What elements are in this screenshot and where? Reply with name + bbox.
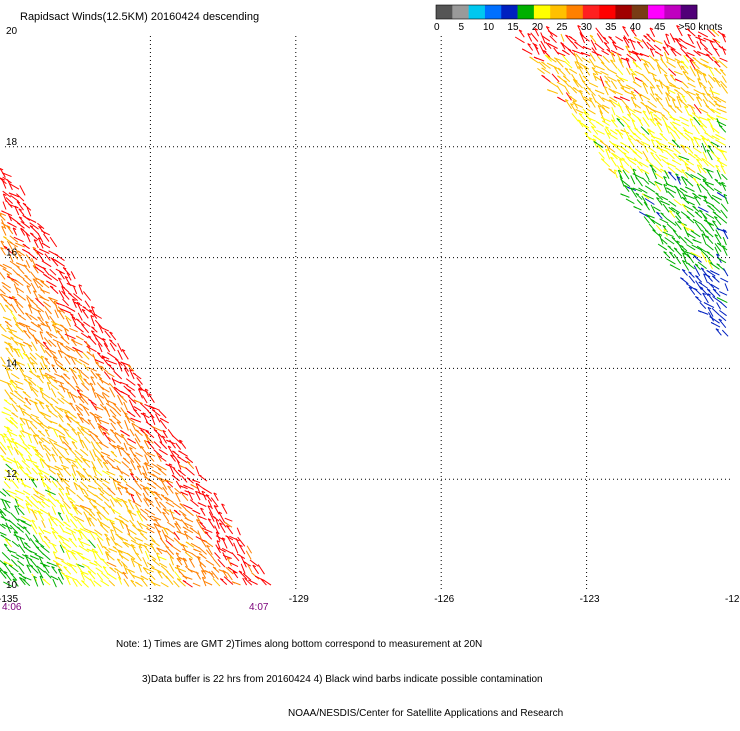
lon-label: -126 (434, 594, 454, 605)
east-swath (514, 25, 729, 337)
colorbar-swatch (550, 5, 567, 19)
lon-label: -135 (0, 594, 18, 605)
lat-label: 16 (6, 248, 18, 259)
note-line-1: Note: 1) Times are GMT 2)Times along bot… (116, 639, 483, 650)
colorbar-tick-label: 45 (654, 22, 666, 33)
time-label: 4:06 (2, 602, 22, 613)
colorbar (435, 4, 698, 20)
colorbar-tick-label: 40 (630, 22, 642, 33)
colorbar-swatch (452, 5, 469, 19)
map-title: Rapidsact Winds(12.5KM) 20160424 descend… (20, 11, 259, 23)
lat-label: 10 (6, 580, 18, 591)
lon-label: -132 (143, 594, 163, 605)
notes: Note: 1) Times are GMT 2)Times along bot… (116, 616, 676, 731)
lon-label: -123 (580, 594, 600, 605)
colorbar-tick-label: 10 (483, 22, 495, 33)
colorbar-tick-label: 20 (532, 22, 544, 33)
lon-label: -129 (289, 594, 309, 605)
time-labels: 4:06 4:07 (2, 602, 269, 613)
colorbar-tick-label: 15 (507, 22, 519, 33)
colorbar-swatch (566, 5, 584, 19)
wind-map: Rapidsact Winds(12.5KM) 20160424 descend… (0, 4, 740, 613)
note-line-3: NOAA/NESDIS/Center for Satellite Applica… (288, 708, 564, 719)
colorbar-tick-label: 25 (556, 22, 568, 33)
lon-label: -120 (725, 594, 740, 605)
colorbar-swatch (615, 5, 633, 19)
lat-label: 18 (6, 137, 18, 148)
colorbar-swatch (680, 5, 698, 19)
colorbar-swatch (664, 5, 681, 19)
colorbar-tick-label: >50 knots (679, 22, 723, 33)
west-swath (0, 167, 272, 588)
colorbar-tick-label: 5 (458, 22, 464, 33)
time-label: 4:07 (249, 602, 269, 613)
colorbar-labels: 0 5 10 15 20 25 30 35 40 45 >50 knots (434, 22, 722, 33)
colorbar-tick-label: 30 (581, 22, 593, 33)
colorbar-tick-label: 0 (434, 22, 440, 33)
lat-label: 14 (6, 358, 18, 369)
lat-label: 20 (6, 26, 18, 37)
lat-label: 12 (6, 469, 18, 480)
colorbar-tick-label: 35 (605, 22, 617, 33)
colorbar-swatch (533, 5, 551, 19)
lat-lon-grid (5, 36, 732, 590)
wind-barbs (0, 25, 729, 588)
colorbar-swatch (517, 5, 535, 19)
colorbar-swatch (582, 5, 600, 19)
axis-labels: -135 -132 -129 -126 -123 -120 10 12 14 16 18 20 (0, 26, 740, 605)
colorbar-swatch (599, 5, 616, 19)
colorbar-swatch (631, 5, 649, 19)
note-line-2: 3)Data buffer is 22 hrs from 20160424 4)… (142, 673, 543, 685)
colorbar-swatch (484, 5, 502, 19)
colorbar-swatch (501, 5, 518, 19)
colorbar-swatch (468, 5, 486, 19)
colorbar-swatch (436, 5, 453, 19)
colorbar-swatch (648, 5, 665, 19)
